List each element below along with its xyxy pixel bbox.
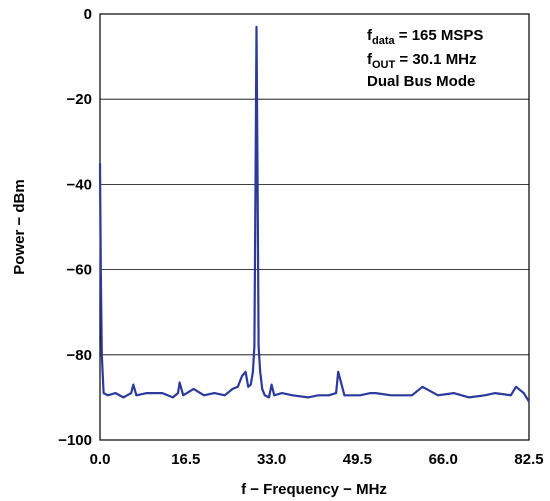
x-axis-title: f − Frequency − MHz: [241, 481, 387, 498]
annotation-line-3: Dual Bus Mode: [367, 73, 475, 90]
x-tick-label: 0.0: [90, 451, 111, 468]
y-axis-title: Power − dBm: [11, 179, 28, 274]
y-tick-label: −100: [58, 432, 92, 449]
grid-lines: [100, 98, 529, 356]
y-tick-label: −80: [67, 347, 92, 364]
x-tick-label: 49.5: [343, 451, 372, 468]
y-tick-label: 0: [84, 6, 92, 23]
annotation-line-1: fdata = 165 MSPS: [367, 27, 483, 47]
x-tick-labels: 0.0 16.5 33.0 49.5 66.0 82.5: [90, 451, 544, 468]
y-tick-label: −20: [67, 91, 92, 108]
y-tick-label: −60: [67, 262, 92, 279]
x-tick-label: 33.0: [257, 451, 286, 468]
y-tick-labels: 0 −20 −40 −60 −80 −100: [58, 6, 92, 449]
x-tick-label: 82.5: [514, 451, 543, 468]
x-tick-label: 66.0: [429, 451, 458, 468]
y-tick-label: −40: [67, 176, 92, 193]
spectrum-trace: [98, 25, 530, 403]
x-tick-label: 16.5: [171, 451, 200, 468]
annotation-line-2: fOUT = 30.1 MHz: [367, 51, 477, 71]
